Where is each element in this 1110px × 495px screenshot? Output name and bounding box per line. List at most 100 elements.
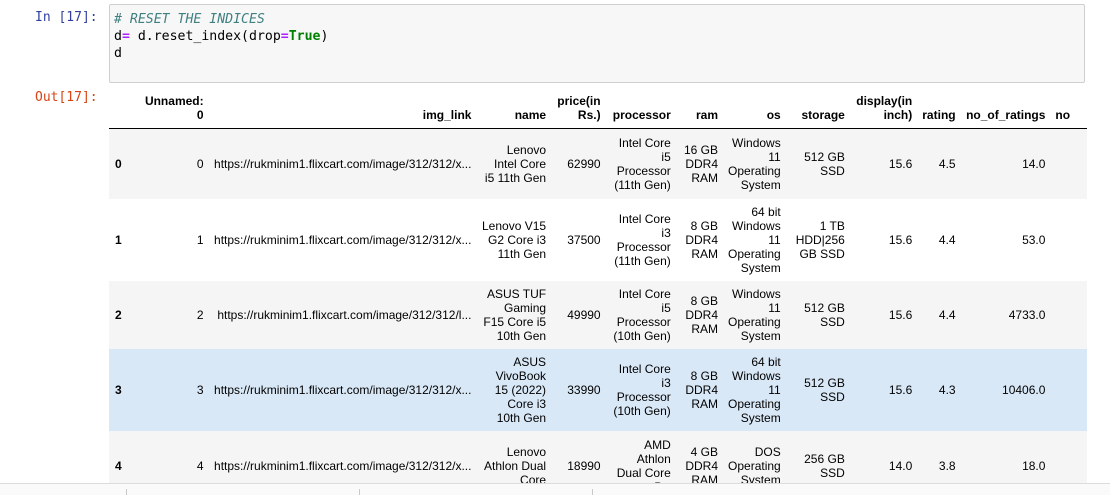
code-var: d	[114, 29, 122, 44]
code-close-paren: )	[320, 29, 329, 44]
cell-price: 33990	[567, 382, 601, 397]
cell-name: ASUS TUF Gaming F15 Core i5 10th Gen	[483, 286, 547, 343]
cell-truncated	[1050, 129, 1087, 199]
column-header: rating	[917, 88, 961, 129]
column-header: Unnamed: 0	[139, 88, 209, 129]
dataframe-output: Unnamed: 0 img_link name price(in Rs.) p…	[109, 88, 1087, 483]
cell-rating: 4.4	[938, 307, 956, 322]
cell-no-of-ratings: 53.0	[1022, 232, 1046, 247]
table-row: 3 3 https://rukminim1.flixcart.com/image…	[109, 348, 1087, 431]
code-operator: =	[121, 29, 130, 44]
cell-os: Windows 11 Operating System	[728, 286, 781, 343]
cell-display: 15.6	[888, 307, 913, 322]
cell-rating: 4.3	[938, 382, 956, 397]
cell-img-link: https://rukminim1.flixcart.com/image/312…	[214, 382, 472, 397]
table-row: 1 1 https://rukminim1.flixcart.com/image…	[109, 198, 1087, 281]
table-row: 0 0 https://rukminim1.flixcart.com/image…	[109, 128, 1087, 199]
column-header: img_link	[208, 88, 477, 129]
column-header: price(in Rs.)	[551, 88, 606, 129]
cell-display: 15.6	[888, 382, 913, 397]
horizontal-scrollbar[interactable]	[0, 483, 1110, 495]
code-operator-eq: =	[280, 29, 289, 44]
column-header: storage	[785, 88, 850, 129]
row-index: 2	[115, 307, 122, 322]
code-var-echo: d	[114, 46, 122, 61]
code-comment: # RESET THE INDICES	[114, 12, 265, 27]
column-header: no_of_ratings	[960, 88, 1051, 129]
scrollbar-tick	[592, 489, 593, 495]
cell-storage: 512 GB SSD	[804, 300, 845, 329]
output-prompt: Out[17]:	[35, 90, 98, 105]
cell-processor: Intel Core i5 Processor (10th Gen)	[613, 286, 671, 343]
cell-os: DOS Operating System	[728, 444, 781, 484]
column-header: display(in inch)	[849, 88, 918, 129]
cell-unnamed: 0	[196, 156, 204, 171]
cell-truncated	[1050, 199, 1087, 281]
cell-ram: 8 GB DDR4 RAM	[685, 368, 719, 411]
cell-name: Lenovo V15 G2 Core i3 11th Gen	[482, 218, 547, 261]
cell-name: ASUS VivoBook 15 (2022) Core i3 10th Gen	[494, 354, 547, 425]
cell-price: 62990	[567, 156, 601, 171]
cell-price: 49990	[567, 307, 601, 322]
cell-storage: 256 GB SSD	[804, 451, 845, 480]
cell-rating: 4.4	[938, 232, 956, 247]
cell-img-link: https://rukminim1.flixcart.com/image/312…	[217, 307, 472, 322]
code-keyword: True	[288, 29, 321, 44]
cell-ram: 16 GB DDR4 RAM	[683, 142, 719, 185]
cell-name: Lenovo Intel Core i5 11th Gen	[484, 142, 547, 185]
cell-os: Windows 11 Operating System	[728, 135, 781, 192]
cell-img-link: https://rukminim1.flixcart.com/image/312…	[214, 232, 472, 247]
scrollbar-tick	[359, 489, 360, 495]
cell-truncated	[1050, 431, 1087, 484]
cell-display: 15.6	[888, 156, 913, 171]
cell-no-of-ratings: 18.0	[1022, 458, 1046, 473]
cell-processor: Intel Core i3 Processor (11th Gen)	[614, 211, 671, 268]
cell-img-link: https://rukminim1.flixcart.com/image/312…	[214, 458, 472, 473]
column-header: name	[476, 88, 552, 129]
dataframe-table: Unnamed: 0 img_link name price(in Rs.) p…	[109, 88, 1087, 483]
cell-truncated	[1050, 281, 1087, 349]
cell-processor: Intel Core i5 Processor (11th Gen)	[614, 135, 671, 192]
cell-display: 15.6	[888, 232, 913, 247]
cell-processor: AMD Athlon Dual Core P...	[616, 437, 671, 484]
cell-unnamed: 2	[196, 307, 204, 322]
column-header: no	[1050, 88, 1087, 129]
cell-processor: Intel Core i3 Processor (10th Gen)	[613, 361, 671, 418]
cell-ram: 8 GB DDR4 RAM	[685, 293, 719, 336]
table-row: 4 4 https://rukminim1.flixcart.com/image…	[109, 430, 1087, 484]
table-row: 2 2 https://rukminim1.flixcart.com/image…	[109, 280, 1087, 349]
cell-os: 64 bit Windows 11 Operating System	[728, 354, 781, 425]
code-cell-editor[interactable]: # RESET THE INDICES d= d.reset_index(dro…	[109, 4, 1085, 83]
scrollbar-tick	[126, 489, 127, 495]
cell-rating: 4.5	[938, 156, 956, 171]
cell-display: 14.0	[888, 458, 913, 473]
table-header-row: Unnamed: 0 img_link name price(in Rs.) p…	[109, 88, 1087, 129]
column-header: os	[723, 88, 786, 129]
cell-truncated	[1050, 349, 1087, 431]
column-header	[109, 88, 140, 129]
code-call: d.reset_index(drop	[129, 29, 281, 44]
cell-no-of-ratings: 4733.0	[1008, 307, 1046, 322]
cell-ram: 4 GB DDR4 RAM	[685, 444, 719, 484]
input-prompt: In [17]:	[35, 10, 98, 25]
cell-storage: 1 TB HDD|256 GB SSD	[795, 218, 845, 261]
cell-rating: 3.8	[938, 458, 956, 473]
cell-unnamed: 1	[196, 232, 204, 247]
row-index: 4	[115, 458, 122, 473]
cell-img-link: https://rukminim1.flixcart.com/image/312…	[214, 156, 472, 171]
row-index: 3	[115, 382, 122, 397]
cell-price: 18990	[567, 458, 601, 473]
code-line-3: d	[114, 45, 1080, 62]
cell-ram: 8 GB DDR4 RAM	[685, 218, 719, 261]
cell-storage: 512 GB SSD	[804, 149, 845, 178]
cell-unnamed: 3	[196, 382, 204, 397]
cell-name: Lenovo Athlon Dual Core	[484, 444, 547, 484]
cell-storage: 512 GB SSD	[804, 375, 845, 404]
cell-unnamed: 4	[196, 458, 204, 473]
column-header: processor	[605, 88, 676, 129]
cell-price: 37500	[567, 232, 601, 247]
cell-no-of-ratings: 14.0	[1022, 156, 1046, 171]
code-line-2: d= d.reset_index(drop=True)	[114, 28, 1080, 45]
row-index: 0	[115, 156, 122, 171]
row-index: 1	[115, 232, 122, 247]
